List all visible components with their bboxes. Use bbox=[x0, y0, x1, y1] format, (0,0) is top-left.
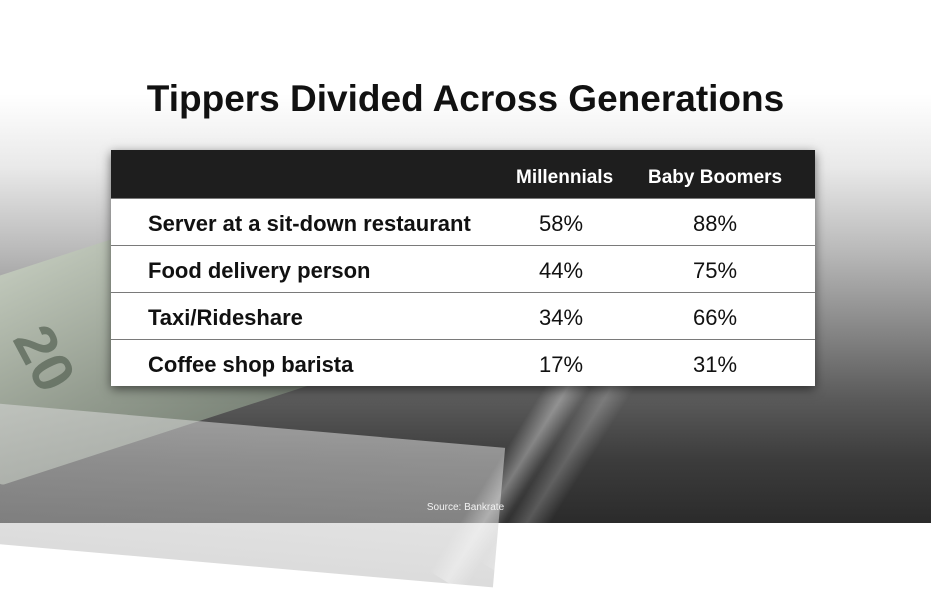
row-label: Coffee shop barista bbox=[148, 352, 354, 377]
row-label: Food delivery person bbox=[148, 258, 371, 283]
table-row: Taxi/Rideshare 34% 66% bbox=[111, 292, 815, 339]
baby-boomers-value: 88% bbox=[693, 211, 738, 236]
column-header-millennials: Millennials bbox=[516, 167, 614, 188]
baby-boomers-value: 66% bbox=[693, 305, 738, 330]
millennials-value: 17% bbox=[539, 352, 584, 377]
millennials-value: 34% bbox=[539, 305, 584, 330]
table-row: Coffee shop barista 17% 31% bbox=[111, 339, 815, 386]
millennials-value: 58% bbox=[539, 211, 584, 236]
baby-boomers-value: 75% bbox=[693, 258, 738, 283]
source-credit: Source: Bankrate bbox=[426, 502, 505, 513]
millennials-value: 44% bbox=[539, 258, 584, 283]
table-row: Server at a sit-down restaurant 58% 88% bbox=[111, 198, 815, 245]
chart-title: Tippers Divided Across Generations bbox=[146, 78, 785, 119]
data-table: Millennials Baby Boomers Server at a sit… bbox=[111, 150, 815, 386]
table-header-row: Millennials Baby Boomers bbox=[111, 150, 815, 198]
table-row: Food delivery person 44% 75% bbox=[111, 245, 815, 292]
baby-boomers-value: 31% bbox=[693, 352, 738, 377]
row-label: Server at a sit-down restaurant bbox=[148, 211, 471, 236]
row-label: Taxi/Rideshare bbox=[148, 305, 303, 330]
column-header-baby-boomers: Baby Boomers bbox=[648, 167, 783, 188]
